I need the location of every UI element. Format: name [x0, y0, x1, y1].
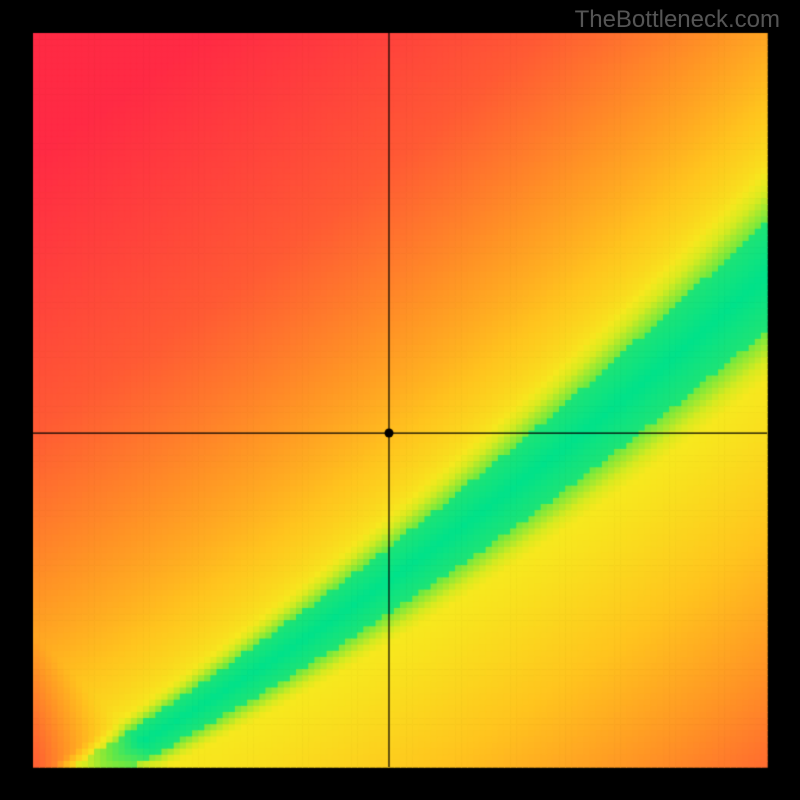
chart-container: TheBottleneck.com [0, 0, 800, 800]
bottleneck-heatmap [0, 0, 800, 800]
watermark-text: TheBottleneck.com [575, 6, 780, 34]
